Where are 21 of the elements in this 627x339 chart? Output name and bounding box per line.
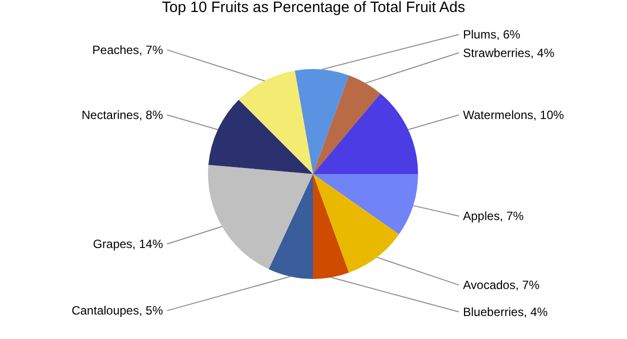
slice-label: Nectarines, 8% (82, 108, 164, 122)
slice-label: Peaches, 7% (92, 42, 164, 57)
pie-slice (313, 94, 418, 174)
pie-slice (208, 100, 313, 174)
slice-label: Grapes, 14% (92, 237, 164, 251)
slice-label: Apples, 7% (463, 209, 524, 224)
pie-slice (313, 75, 380, 174)
pie-slice (313, 174, 400, 273)
slice-label: Avocados, 7% (463, 278, 540, 292)
chart-title: Top 10 Fruits as Percentage of Total Fruit Ads (162, 0, 466, 16)
slice-label: Cantaloupes, 5% (72, 304, 164, 318)
slice-label: Strawberries, 4% (463, 46, 555, 60)
pie-slice (313, 174, 349, 279)
slice-label: Blueberries, 4% (463, 304, 548, 319)
pie-slice (268, 174, 313, 279)
pie-slice (313, 174, 418, 234)
pie-slice (208, 164, 313, 270)
slice-label: Plums, 6% (463, 28, 521, 42)
slice-label: Watermelons, 10% (463, 108, 564, 122)
pie-slice (294, 69, 349, 174)
pie-slice (238, 70, 313, 174)
